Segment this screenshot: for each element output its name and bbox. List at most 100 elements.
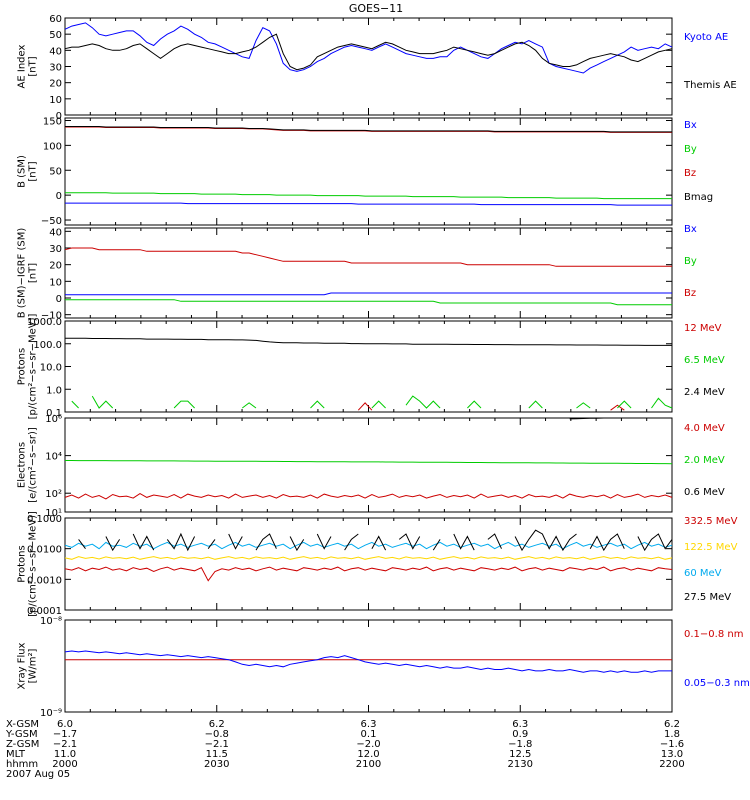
legend-entry-bx: Bx [684,120,697,131]
y-tick-label: 100 [43,141,62,152]
panel-b_igrf: −10 0 10 20 30 40 B (SM)−IGRF (SM) [nT] Bx By Bz [17,224,697,322]
series-line-4-0-mev [64,493,673,500]
y-axis-label: Electrons [17,442,28,488]
panel-frame [64,517,673,611]
legend-entry-2-0-mev: 2.0 MeV [684,455,725,466]
series-line-2-4-mev [65,337,672,346]
y-tick-label: 0.1 [46,408,62,419]
panel-b_sm: −50 0 50 100 150 B (SM) [nT] Bx By Bz Bmag [17,116,714,227]
bottom-value-x-gsm: 6.3 [512,719,528,730]
bottom-row-label: Y-GSM [5,729,38,740]
series-line-0-05-0-3-nm [64,650,672,673]
y-tick-label: 150 [43,116,62,127]
y-axis-label: [nT] [28,56,39,76]
bottom-value-y-gsm: −1.7 [53,729,77,740]
legend-entry-bz: Bz [684,168,696,179]
legend-entry-2-4-mev: 2.4 MeV [684,387,725,398]
legend-entry-0-1-0-8-nm: 0.1−0.8 nm [684,629,743,640]
y-tick-label: −50 [41,216,62,227]
bottom-value-hhmm: 2130 [508,759,533,770]
legend-entry-bx: Bx [684,224,697,235]
bottom-value-z-gsm: −1.8 [508,739,532,750]
y-axis-label: Protons [17,545,28,582]
legend-entry-332-5-mev: 332.5 MeV [684,516,738,527]
y-tick-label: 10⁻⁸ [40,616,62,627]
bottom-value-hhmm: 2200 [659,759,684,770]
bottom-value-z-gsm: −2.0 [356,739,380,750]
y-axis-label: AE Index [17,44,28,88]
y-tick-label: 1.0 [46,385,62,396]
series-line-12-mev [357,402,625,411]
y-tick-label: 40 [49,227,62,238]
bottom-value-mlt: 11.5 [206,749,228,760]
series-line-by [65,299,672,306]
y-tick-label: 10 [49,95,62,106]
bottom-value-mlt: 12.5 [509,749,531,760]
bottom-row-label: MLT [6,749,26,760]
legend-entry-27-5-mev: 27.5 MeV [684,592,731,603]
bottom-value-x-gsm: 6.0 [57,719,73,730]
legend-entry-by: By [684,144,697,155]
y-axis-label: B (SM) [17,155,28,188]
bottom-value-x-gsm: 6.2 [664,719,680,730]
legend-entry-4-0-mev: 4.0 MeV [684,423,725,434]
y-axis-label: [W/m²] [28,648,39,683]
y-tick-label: 100.0 [33,340,62,351]
bottom-value-hhmm: 2100 [356,759,381,770]
bottom-value-mlt: 12.0 [357,749,379,760]
series-line-bmag [65,126,672,133]
legend-entry-12-mev: 12 MeV [684,323,722,334]
bottom-value-x-gsm: 6.3 [361,719,377,730]
y-axis-label: Protons [17,348,28,385]
y-axis-label: [p/(cm²−s−sr−MeV)] [28,511,39,617]
y-tick-label: 20 [49,261,62,272]
y-tick-label: 0.0010 [27,575,62,586]
series-line-2-0-mev [65,460,673,465]
y-tick-label: 50 [49,30,62,41]
y-tick-label: 10² [45,489,62,500]
legend-entry-122-5-mev: 122.5 MeV [684,542,738,553]
bottom-value-x-gsm: 6.2 [209,719,225,730]
y-tick-label: 0 [56,191,62,202]
panel-frame [64,619,673,713]
y-axis-label: [p/(cm²−s−sr−MeV)] [28,313,39,419]
series-line-themis-ae [64,33,673,71]
legend-entry-0-6-mev: 0.6 MeV [684,487,725,498]
y-axis-label: [nT] [28,161,39,181]
y-tick-label: 60 [49,14,62,25]
bottom-value-z-gsm: −1.6 [660,739,684,750]
bottom-row-label: X-GSM [6,719,39,730]
panel-protons_low: 0.1 1.0 10.0 100.0 1000.0 Protons [p/(cm²−s−sr… [17,313,725,419]
series-line-60-mev [64,541,673,550]
y-axis-label: [nT] [28,263,39,283]
series-line-27-5-mev [78,529,673,552]
y-tick-label: 10 [49,277,62,288]
panel-xray: 10⁻⁹ 10⁻⁸ Xray Flux [W/m²] 0.1−0.8 nm 0.05−0.… [17,616,750,719]
y-tick-label: 0 [56,294,62,305]
y-tick-label: 50 [49,166,62,177]
series-line-6-5-mev [71,395,673,409]
bottom-value-y-gsm: −0.8 [205,729,229,740]
bottom-value-mlt: 13.0 [661,749,683,760]
series-line-by [65,192,672,200]
y-tick-label: 40 [49,46,62,57]
bottom-value-z-gsm: −2.1 [205,739,229,750]
y-axis-label: B (SM)−IGRF (SM) [17,228,28,319]
legend-entry-themis-ae: Themis AE [683,80,737,91]
series-line-0-6-mev [569,417,672,420]
series-line-bx [65,202,672,206]
y-tick-label: 0.0100 [27,545,62,556]
series-line-bx [65,292,672,296]
bottom-axis-table: X-GSMY-GSMZ-GSMMLThhmm6.0−1.7−2.111.0200… [5,719,685,780]
bottom-row-label: Z-GSM [6,739,39,750]
date-label: 2007 Aug 05 [6,769,70,780]
panel-frame [64,227,673,319]
y-tick-label: 0.1000 [27,514,62,525]
bottom-value-hhmm: 2000 [52,759,77,770]
y-tick-label: 20 [49,79,62,90]
y-axis-label: Xray Flux [17,642,28,689]
series-line-kyoto-ae [64,22,673,74]
series-line-122-5-mev [64,556,673,560]
y-tick-label: 10⁴ [45,452,62,463]
legend-entry-kyoto-ae: Kyoto AE [684,32,728,43]
